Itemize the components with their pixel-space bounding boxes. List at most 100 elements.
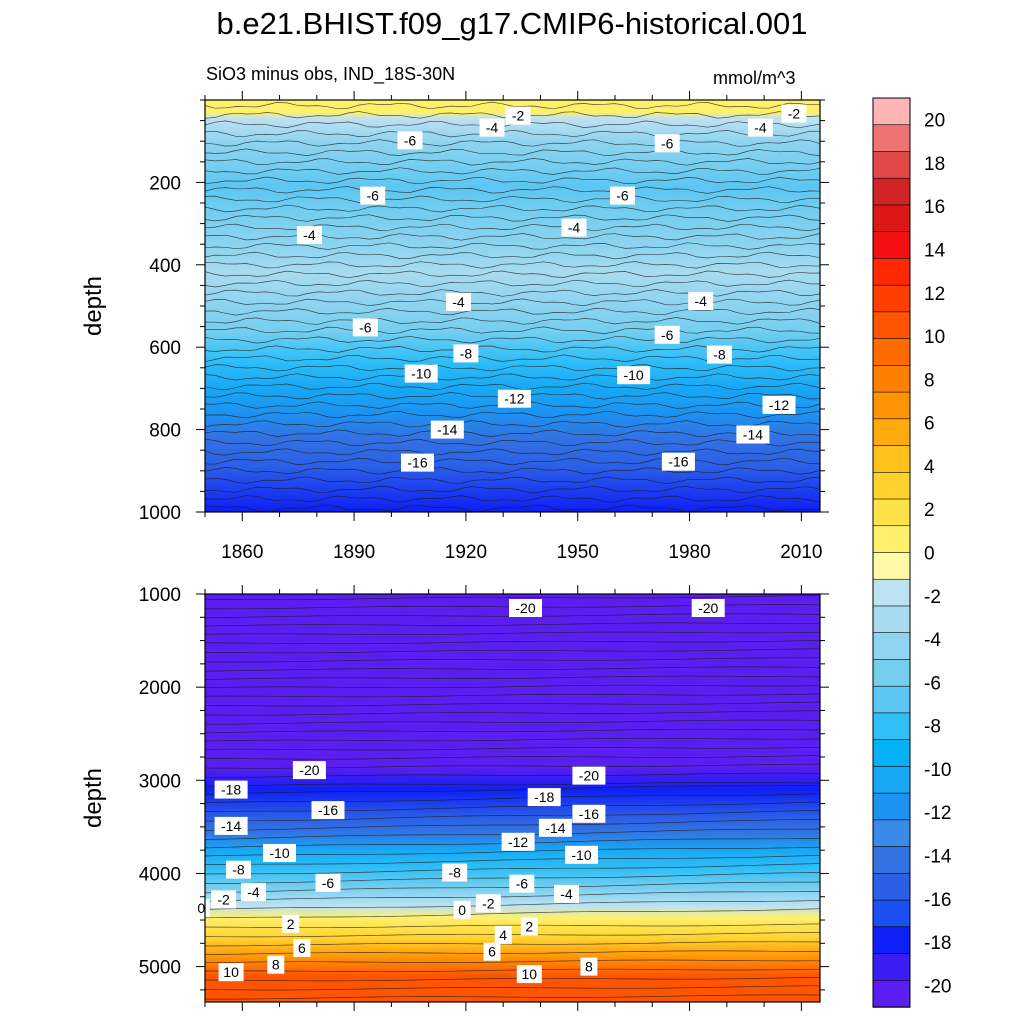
contour-label: -18 bbox=[214, 780, 248, 799]
colorbar-swatch bbox=[872, 151, 911, 179]
contour-label-text: 2 bbox=[525, 919, 533, 935]
contour-label-text: 8 bbox=[585, 959, 593, 975]
contour-label: -4 bbox=[561, 218, 587, 237]
contour-label-text: -2 bbox=[482, 895, 495, 911]
contour-label: 2 bbox=[282, 914, 300, 933]
contour-label: -4 bbox=[446, 292, 471, 311]
contour-label-text: 2 bbox=[287, 916, 295, 932]
contour-line bbox=[205, 101, 820, 110]
colorbar-swatch bbox=[872, 659, 911, 687]
contour-line bbox=[205, 801, 820, 812]
contour-line bbox=[205, 429, 820, 437]
contour-label-text: -18 bbox=[221, 782, 241, 798]
x-tick-label: 2010 bbox=[780, 542, 822, 563]
contour-label-text: -14 bbox=[437, 422, 457, 438]
contour-line bbox=[205, 985, 820, 991]
lower-panel: -20 -20-20 -20-18 -18-16 -16-14 -14-12-10 -10-… bbox=[80, 585, 829, 1011]
contour-line bbox=[205, 167, 820, 175]
contour-label-text: -10 bbox=[411, 366, 431, 382]
contour-line bbox=[205, 158, 820, 166]
contour-line bbox=[205, 289, 820, 297]
contour-line bbox=[205, 139, 820, 147]
colorbar-label: 4 bbox=[924, 457, 935, 478]
colorbar-label: -10 bbox=[924, 760, 951, 781]
colorbar-swatch bbox=[872, 685, 911, 714]
contour-label-text: -8 bbox=[448, 865, 461, 881]
contour-label-box bbox=[572, 804, 606, 823]
contour-line bbox=[205, 793, 820, 803]
contour-line bbox=[205, 819, 820, 831]
contour-label-text: -2 bbox=[512, 108, 525, 124]
contour-line bbox=[205, 891, 820, 902]
colorbar-label: -12 bbox=[924, 803, 951, 824]
contour-label-box bbox=[214, 780, 248, 799]
contour-label-text: -6 bbox=[516, 876, 529, 892]
x-tick-label: 1890 bbox=[333, 542, 375, 563]
contour-label: 2 bbox=[520, 917, 538, 936]
colorbar-swatch bbox=[872, 899, 911, 928]
colorbar-swatch bbox=[872, 739, 911, 768]
contour-label-text: -12 bbox=[504, 391, 524, 407]
contour-line bbox=[205, 251, 820, 260]
contour-label-text: -16 bbox=[407, 455, 427, 471]
x-tick-label: 1950 bbox=[557, 542, 599, 563]
contour-label-text: 0 bbox=[458, 902, 466, 918]
contour-label-text: -2 bbox=[217, 892, 230, 908]
contour-label: -14 bbox=[538, 818, 572, 837]
contour-label: -6 bbox=[509, 874, 535, 893]
colorbar-swatch bbox=[872, 819, 911, 848]
contour-label: 8 bbox=[580, 957, 598, 976]
contour-label-text: 8 bbox=[272, 957, 280, 973]
colorbar-swatch bbox=[872, 792, 911, 821]
contour-label-text: -8 bbox=[713, 347, 726, 363]
contour-label: -4 bbox=[688, 292, 714, 311]
contour-line bbox=[205, 373, 820, 381]
contour-label: 6 bbox=[293, 939, 311, 957]
contour-line bbox=[205, 728, 820, 734]
contour-label-box bbox=[282, 914, 300, 933]
contour-line bbox=[205, 784, 820, 795]
colorbar-swatch bbox=[872, 873, 911, 901]
contour-label: -6 bbox=[352, 318, 378, 337]
y-tick-label: 4000 bbox=[139, 864, 181, 885]
lower-plot-frame bbox=[204, 593, 821, 1003]
contour-label-box bbox=[516, 965, 542, 984]
contour-label-box bbox=[520, 917, 538, 936]
contour-label-box bbox=[218, 963, 244, 982]
colorbar: 20181614121086420-2-4-6-8-10-12-14-16-18… bbox=[872, 97, 952, 1008]
colorbar-swatch bbox=[872, 552, 911, 580]
contour-label-box bbox=[747, 118, 773, 137]
contour-line bbox=[205, 854, 820, 865]
contour-label: -20 bbox=[691, 599, 725, 617]
colorbar-swatch bbox=[872, 391, 911, 420]
contour-label-box bbox=[617, 366, 651, 385]
contour-label-text: -6 bbox=[404, 132, 417, 148]
contour-line bbox=[205, 298, 820, 307]
y-tick-label: 5000 bbox=[139, 958, 181, 979]
upper-x-axis: 1860 1890 1920 1950 1980 2010 bbox=[204, 91, 823, 563]
colorbar-label: -2 bbox=[924, 587, 941, 608]
contour-line bbox=[205, 968, 820, 973]
colorbar-swatch bbox=[872, 979, 911, 1008]
contour-line bbox=[205, 693, 820, 698]
y-tick-label: 200 bbox=[149, 173, 181, 194]
contour-label: -4 bbox=[554, 884, 579, 903]
contour-label: -16 bbox=[572, 804, 606, 823]
x-tick-label: 1980 bbox=[668, 542, 710, 563]
colorbar-swatch bbox=[872, 953, 911, 981]
contour-label-text: -6 bbox=[366, 188, 379, 204]
y-tick-label: 3000 bbox=[139, 771, 181, 792]
colorbar-swatch bbox=[872, 712, 911, 741]
chart-subtitle: SiO3 minus obs, IND_18S-30N bbox=[206, 64, 456, 84]
colorbar-label: -18 bbox=[924, 933, 951, 954]
contour-label-box bbox=[572, 766, 606, 785]
contour-label-text: -14 bbox=[221, 818, 241, 834]
contour-label-box bbox=[509, 599, 542, 617]
colorbar-swatch bbox=[872, 338, 911, 367]
contour-line bbox=[205, 438, 820, 447]
colorbar-swatch bbox=[872, 926, 911, 955]
contour-line bbox=[205, 317, 820, 325]
colorbar-swatch bbox=[872, 418, 911, 447]
contour-line bbox=[205, 684, 820, 689]
